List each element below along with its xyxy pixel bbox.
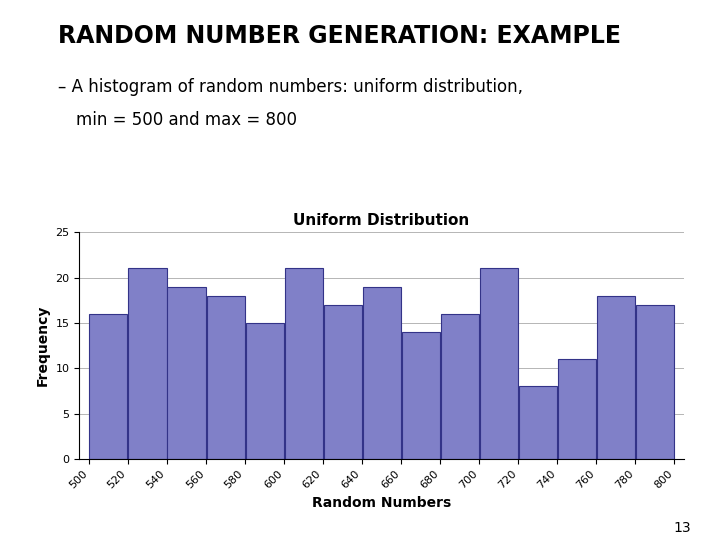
Bar xyxy=(402,332,440,459)
Bar xyxy=(636,305,674,459)
Text: min = 500 and max = 800: min = 500 and max = 800 xyxy=(76,111,297,129)
Text: RANDOM NUMBER GENERATION: EXAMPLE: RANDOM NUMBER GENERATION: EXAMPLE xyxy=(58,24,621,48)
Bar xyxy=(558,359,595,459)
Bar xyxy=(284,268,323,459)
Bar xyxy=(89,314,127,459)
Y-axis label: Frequency: Frequency xyxy=(36,305,50,386)
Bar xyxy=(168,287,205,459)
Bar xyxy=(128,268,166,459)
Text: 13: 13 xyxy=(674,521,691,535)
Bar xyxy=(518,387,557,459)
Bar xyxy=(246,323,284,459)
Bar xyxy=(480,268,518,459)
Bar xyxy=(441,314,479,459)
X-axis label: Random Numbers: Random Numbers xyxy=(312,496,451,510)
Bar xyxy=(207,296,245,459)
Bar xyxy=(323,305,361,459)
Bar xyxy=(597,296,635,459)
Text: – A histogram of random numbers: uniform distribution,: – A histogram of random numbers: uniform… xyxy=(58,78,523,96)
Bar xyxy=(363,287,400,459)
Title: Uniform Distribution: Uniform Distribution xyxy=(294,213,469,228)
